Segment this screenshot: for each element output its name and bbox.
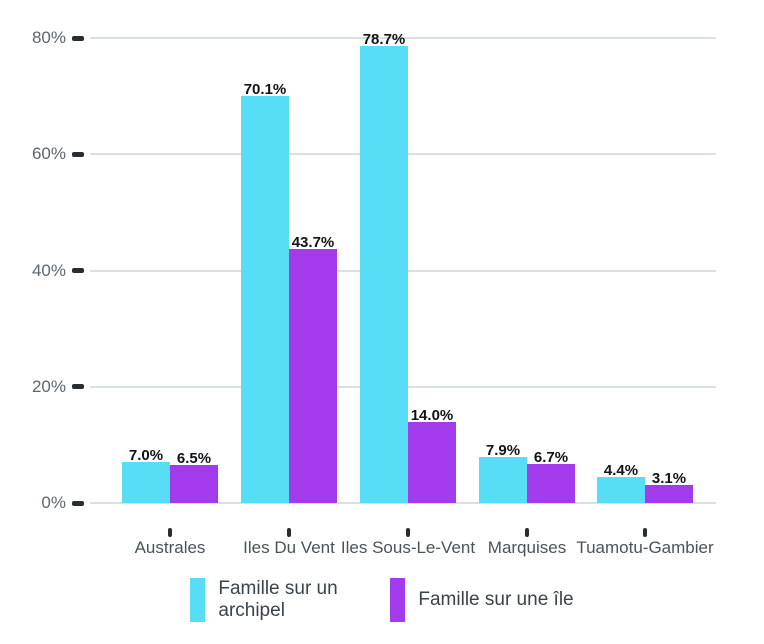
x-tick-australes bbox=[168, 528, 172, 537]
x-axis-label-australes: Australes bbox=[134, 538, 206, 557]
y-axis-label-40: 40% bbox=[31, 260, 66, 280]
x-tick-iles-du-vent bbox=[287, 528, 291, 537]
x-tick-iles-sous-le-vent bbox=[406, 528, 410, 537]
gridline-0 bbox=[90, 502, 716, 504]
y-tick-40 bbox=[72, 268, 84, 273]
legend-item-famille-sur-une-le: Famille sur une île bbox=[390, 578, 574, 622]
y-tick-60 bbox=[72, 151, 84, 157]
value-label-iles-sous-le-vent-famille-sur-un-archipel: 78.7% bbox=[362, 30, 406, 48]
bar-iles-du-vent-famille-sur-une-le bbox=[289, 248, 337, 503]
legend-swatch-famille-sur-une-le bbox=[390, 578, 406, 622]
y-tick-20 bbox=[72, 384, 84, 390]
x-tick-tuamotu-gambier bbox=[643, 528, 647, 537]
legend-swatch-famille-sur-un-archipel bbox=[190, 578, 206, 622]
bar-iles-sous-le-vent-famille-sur-un-archipel bbox=[360, 45, 408, 503]
gridline-80 bbox=[90, 37, 716, 39]
chart-legend: Famille sur un archipel Famille sur une î… bbox=[0, 578, 764, 622]
y-tick-0 bbox=[72, 500, 84, 506]
bar-marquises-famille-sur-un-archipel bbox=[479, 457, 527, 503]
value-label-australes-famille-sur-un-archipel: 7.0% bbox=[128, 447, 164, 465]
x-axis-label-marquises: Marquises bbox=[487, 538, 567, 557]
legend-label-famille-sur-un-archipel: Famille sur un archipel bbox=[218, 578, 338, 621]
x-axis-label-tuamotu-gambier: Tuamotu-Gambier bbox=[576, 538, 714, 557]
value-label-marquises-famille-sur-un-archipel: 7.9% bbox=[485, 442, 521, 460]
y-axis-label-80: 80% bbox=[31, 28, 66, 47]
bar-iles-sous-le-vent-famille-sur-une-le bbox=[408, 421, 456, 503]
x-axis-label-iles-sous-le-vent: Iles Sous-Le-Vent bbox=[340, 538, 476, 557]
bar-tuamotu-gambier-famille-sur-une-le bbox=[645, 484, 693, 503]
bar-marquises-famille-sur-une-le bbox=[527, 464, 575, 503]
value-label-marquises-famille-sur-une-le: 6.7% bbox=[533, 449, 569, 467]
y-axis-label-60: 60% bbox=[31, 144, 66, 164]
bar-australes-famille-sur-une-le bbox=[170, 465, 218, 503]
bar-australes-famille-sur-un-archipel bbox=[122, 462, 170, 503]
x-tick-marquises bbox=[525, 528, 529, 537]
y-axis-label-0: 0% bbox=[41, 493, 66, 512]
legend-item-famille-sur-un-archipel: Famille sur un archipel bbox=[190, 578, 358, 622]
value-label-iles-du-vent-famille-sur-un-archipel: 70.1% bbox=[243, 80, 287, 98]
legend-label-famille-sur-une-le: Famille sur une île bbox=[418, 589, 574, 610]
value-label-tuamotu-gambier-famille-sur-une-le: 3.1% bbox=[651, 469, 687, 487]
y-axis-label-20: 20% bbox=[31, 376, 66, 396]
x-axis-label-iles-du-vent: Iles Du Vent bbox=[243, 538, 335, 557]
bar-iles-du-vent-famille-sur-un-archipel bbox=[241, 95, 289, 503]
value-label-iles-du-vent-famille-sur-une-le: 43.7% bbox=[291, 233, 335, 251]
value-label-tuamotu-gambier-famille-sur-un-archipel: 4.4% bbox=[603, 462, 639, 480]
bar-tuamotu-gambier-famille-sur-un-archipel bbox=[597, 477, 645, 503]
value-label-australes-famille-sur-une-le: 6.5% bbox=[176, 450, 212, 468]
y-tick-80 bbox=[72, 35, 84, 41]
value-label-iles-sous-le-vent-famille-sur-une-le: 14.0% bbox=[410, 406, 454, 424]
